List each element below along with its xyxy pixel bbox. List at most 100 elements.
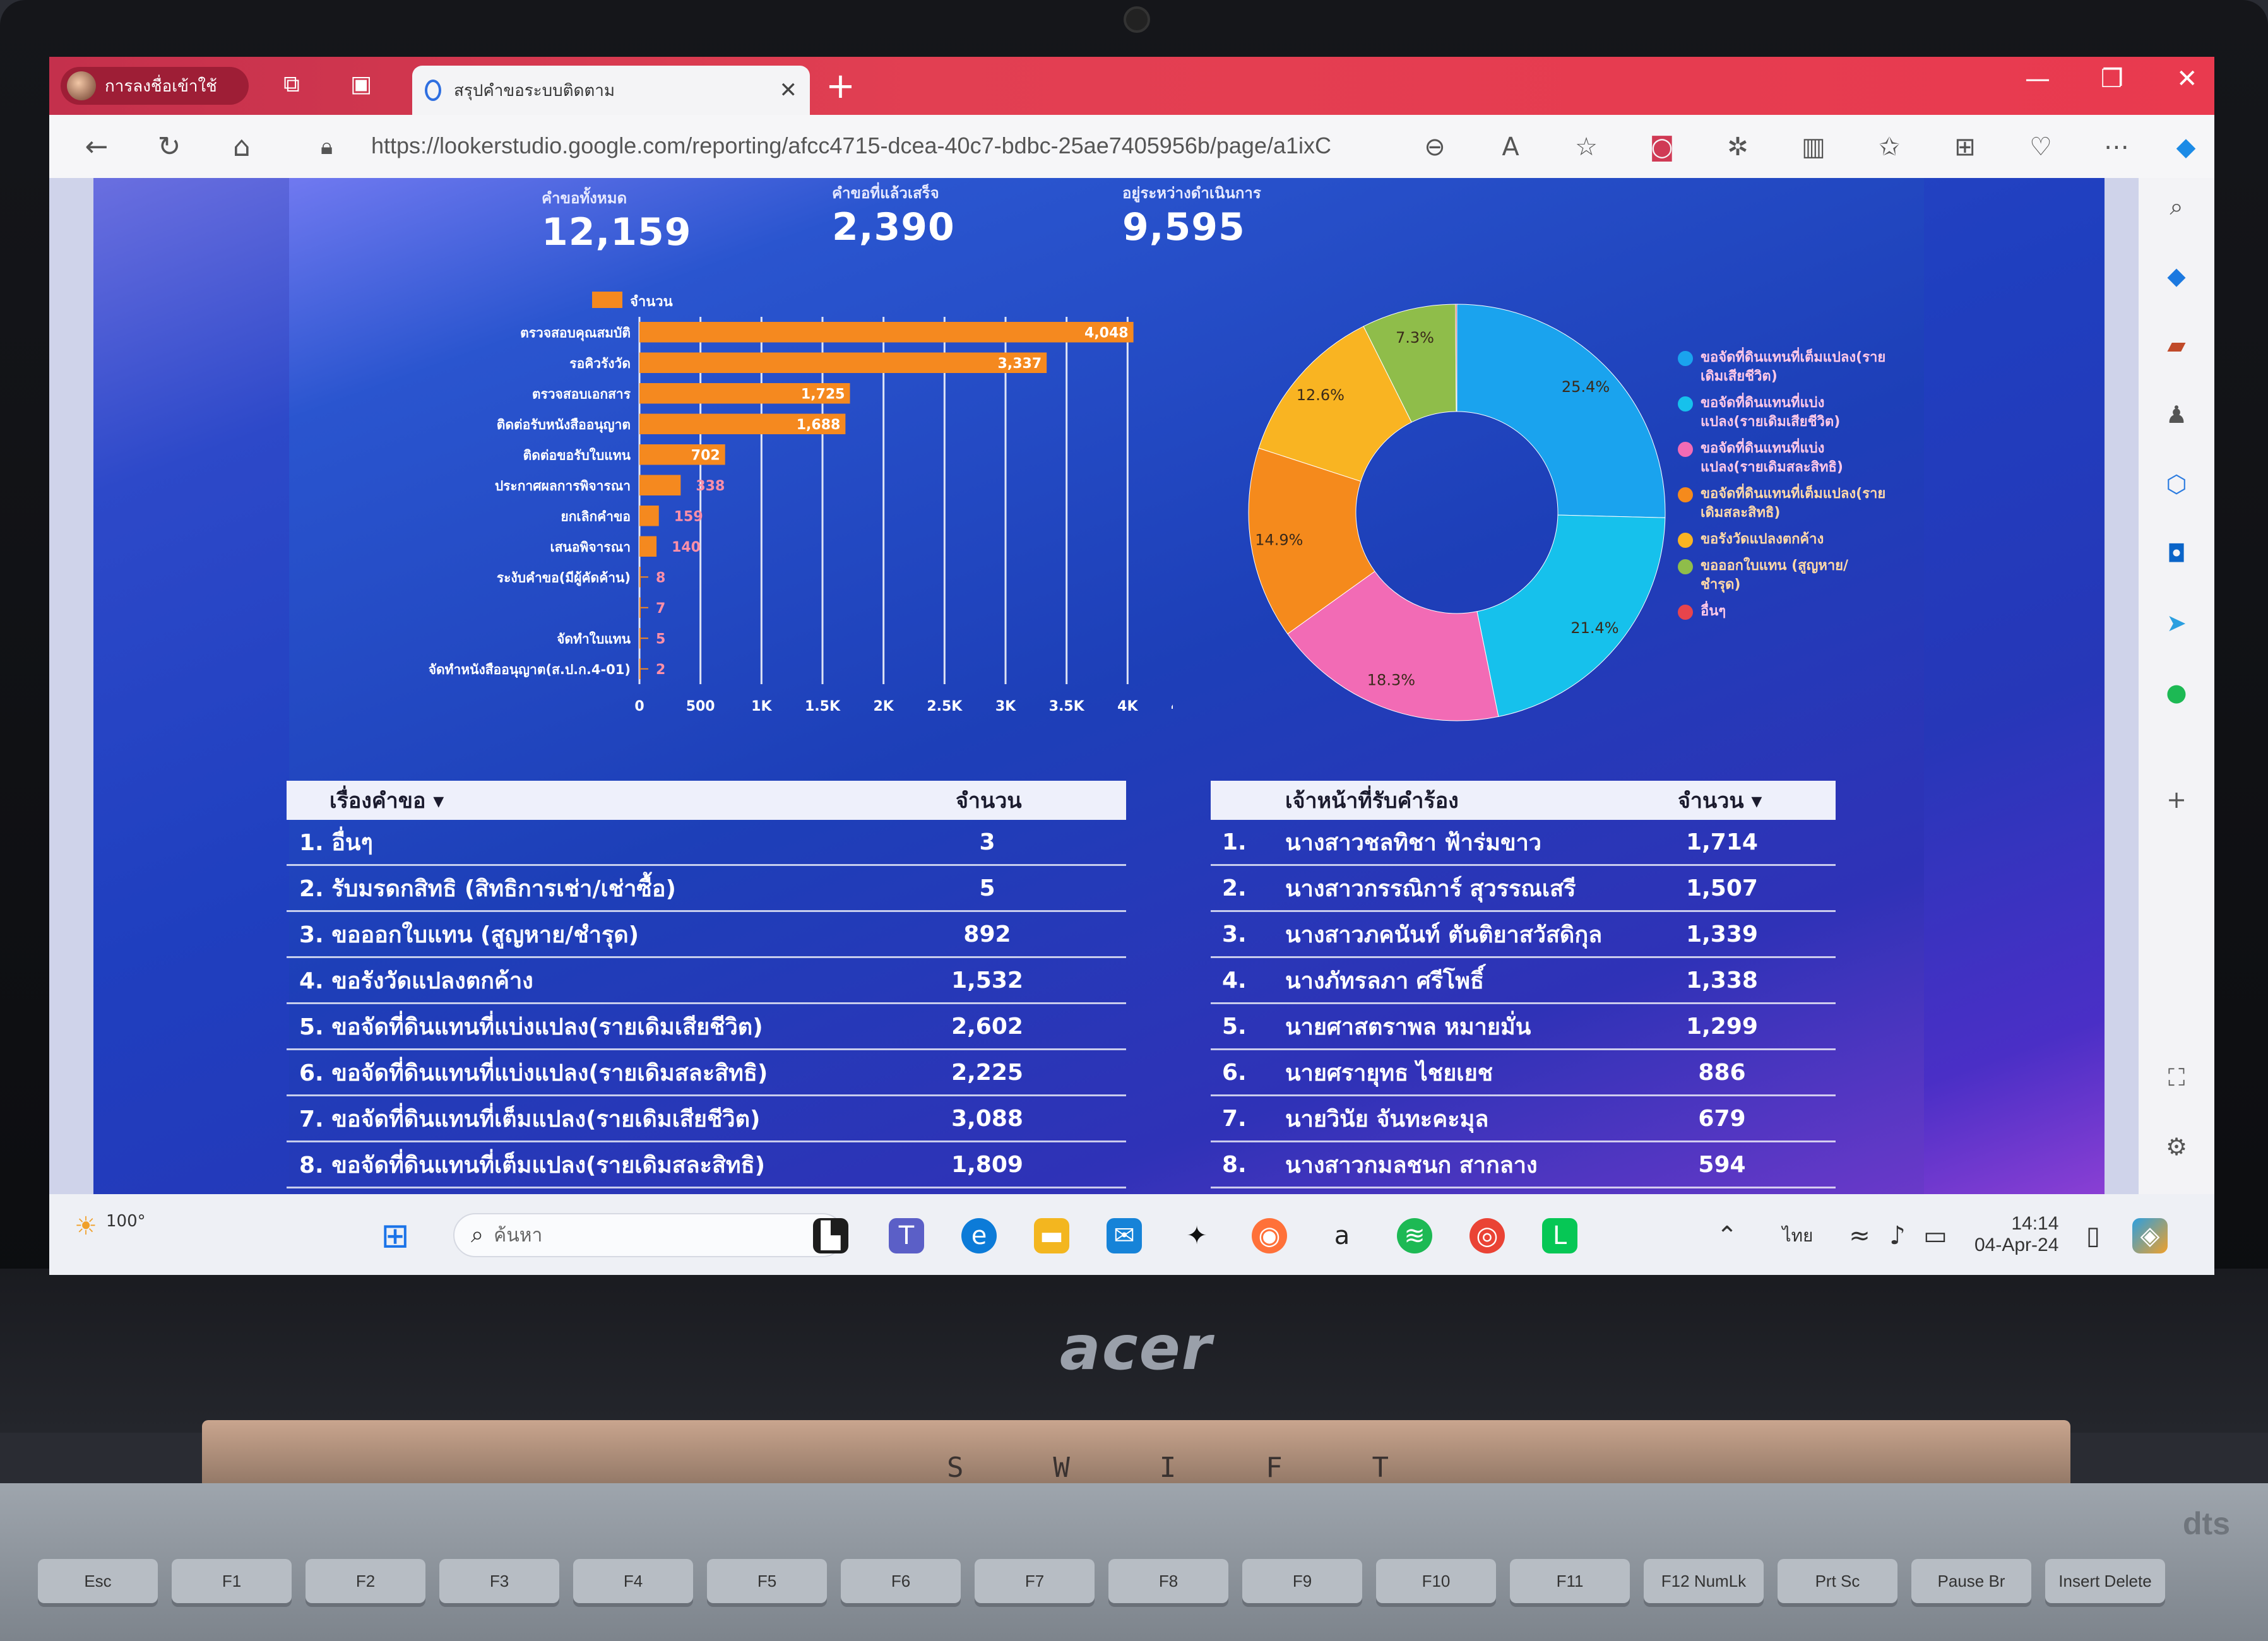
favorite-star-icon[interactable]: ☆ (1575, 133, 1598, 162)
legend-item[interactable]: ขอรังวัดแปลงตกค้าง (1678, 530, 1886, 549)
collections-icon[interactable]: ⊞ (1954, 133, 1976, 162)
more-menu-icon[interactable]: ⋯ (2104, 133, 2129, 162)
browser-sidebar: ⌕ ◆ ▰ ♟ ⬡ ◘ ➤ ● + ⛶ ⚙ (2139, 178, 2214, 1194)
url-field[interactable]: https://lookerstudio.google.com/reportin… (371, 133, 1332, 158)
search-icon[interactable]: ⌕ (2170, 193, 2183, 220)
language-indicator[interactable]: ไทย (1782, 1225, 1814, 1246)
home-icon[interactable]: ⌂ (233, 131, 251, 163)
keyboard-key: F11 (1510, 1559, 1630, 1603)
legend-item[interactable]: ขอจัดที่ดินแทนที่เต็มแปลง(รายเดิมเสียชีว… (1678, 348, 1886, 386)
table-row[interactable]: 2. รับมรดกสิทธิ (สิทธิการเช่า/เช่าซื้อ) 5 (287, 866, 1126, 912)
file-explorer-icon[interactable]: ▬ (1034, 1218, 1069, 1253)
keyboard-key: F5 (707, 1559, 827, 1603)
table-row[interactable]: 8. นางสาวกมลชนก สากลาง 594 (1211, 1142, 1836, 1188)
add-sidebar-app-icon[interactable]: + (2166, 786, 2187, 814)
pie-legend: ขอจัดที่ดินแทนที่เต็มแปลง(รายเดิมเสียชีว… (1678, 348, 1886, 629)
zoom-icon[interactable]: ⊖ (1424, 133, 1446, 162)
weather-widget[interactable]: ☀ 100° (74, 1212, 146, 1241)
table-row[interactable]: 3. ขอออกใบแทน (สูญหาย/ชำรุด) 892 (287, 912, 1126, 958)
mail-icon[interactable]: ✉ (1107, 1218, 1142, 1253)
battery-icon[interactable]: ▭ (1923, 1221, 1947, 1250)
count-cell: 594 (1698, 1151, 1746, 1178)
split-screen-icon[interactable]: ▥ (1802, 133, 1826, 162)
amazon-icon[interactable]: a (1334, 1221, 1350, 1250)
extension-icon[interactable]: ◙ (1649, 133, 1675, 162)
row-index-cell: 8. (1222, 1151, 1247, 1178)
tab-active[interactable]: สรุปคำขอระบบติดตาม ✕ (412, 66, 810, 115)
legend-label: ขอจัดที่ดินแทนที่แบ่งแปลง(รายเดิมเสียชีว… (1701, 395, 1841, 430)
table-row[interactable]: 1. อื่นๆ 3 (287, 820, 1126, 866)
copilot-taskbar-icon[interactable]: ◈ (2132, 1218, 2168, 1253)
table-row[interactable]: 7. นายวินัย จันทะคะมุล 679 (1211, 1096, 1836, 1142)
sort-header-count[interactable]: จำนวน ▾ (1678, 788, 1762, 814)
table-row[interactable]: 1. นางสาวชลทิชา ฟ้าร่มขาว 1,714 (1211, 820, 1836, 866)
profile-button[interactable]: การลงชื่อเข้าใช้ (61, 67, 249, 105)
screenshot-icon[interactable]: ⛶ (2168, 1063, 2185, 1091)
outlook-icon[interactable]: ◘ (2166, 540, 2187, 567)
line-icon[interactable]: L (1542, 1218, 1577, 1253)
legend-item[interactable]: อื่นๆ (1678, 602, 1886, 621)
keyboard-key: F2 (306, 1559, 425, 1603)
staff-name-cell: นางสาวกมลชนก สากลาง (1285, 1152, 1538, 1178)
notifications-icon[interactable]: ▯ (2086, 1221, 2100, 1250)
restore-icon[interactable]: ❐ (2101, 64, 2123, 93)
minimize-icon[interactable]: — (2025, 64, 2050, 93)
sort-header-request-type[interactable]: เรื่องคำขอ ▾ (330, 788, 444, 814)
browser-essentials-icon[interactable]: ♡ (2029, 133, 2052, 162)
legend-item[interactable]: ขอออกใบแทน (สูญหาย/ชำรุด) (1678, 557, 1886, 595)
system-clock[interactable]: 14:14 04-Apr-24 (1974, 1213, 2058, 1256)
shopping-tag-icon[interactable]: ◆ (2167, 262, 2186, 290)
start-windows-icon[interactable]: ⊞ (381, 1216, 410, 1255)
chevron-up-icon[interactable]: ⌃ (1716, 1221, 1738, 1250)
table-row[interactable]: 6. ขอจัดที่ดินแทนที่แบ่งแปลง(รายเดิมสละส… (287, 1050, 1126, 1096)
extensions-puzzle-icon[interactable]: ✲ (1727, 133, 1748, 162)
back-icon[interactable]: ← (85, 131, 109, 163)
table-row[interactable]: 7. ขอจัดที่ดินแทนที่เต็มแปลง(รายเดิมเสีย… (287, 1096, 1126, 1142)
teams-icon[interactable]: T (889, 1218, 924, 1253)
pie-slice (1456, 304, 1666, 518)
refresh-icon[interactable]: ↻ (157, 131, 181, 163)
games-icon[interactable]: ♟ (2165, 401, 2188, 429)
header-count[interactable]: จำนวน (956, 788, 1022, 814)
workspaces-icon[interactable]: ⧉ (283, 71, 300, 97)
legend-item[interactable]: ขอจัดที่ดินแทนที่เต็มแปลง(รายเดิมสละสิทธ… (1678, 485, 1886, 523)
taskbar-search[interactable]: ⌕ ค้นหา (453, 1213, 845, 1257)
chrome-icon[interactable]: ◎ (1469, 1218, 1505, 1253)
category-label: จัดทำหนังสืออนุญาต(ส.ป.ก.4-01) (429, 662, 631, 678)
volume-icon[interactable]: ♪ (1889, 1221, 1906, 1250)
pie-slice-label: 21.4% (1570, 619, 1618, 637)
table-row[interactable]: 5. นายศาสตราพล หมายมั่น 1,299 (1211, 1004, 1836, 1050)
dropbox-icon[interactable]: ✦ (1186, 1221, 1208, 1250)
close-window-icon[interactable]: ✕ (2176, 64, 2198, 93)
new-tab-button[interactable]: + (826, 66, 855, 107)
close-tab-icon[interactable]: ✕ (779, 78, 798, 103)
wifi-icon[interactable]: ≈ (1849, 1221, 1870, 1250)
table-row[interactable]: 3. นางสาวภคนันท์ ตันติยาสวัสดิกุล 1,339 (1211, 912, 1836, 958)
spotify-icon[interactable]: ≋ (1397, 1218, 1432, 1253)
lock-icon[interactable]: 🔒︎ (321, 134, 333, 160)
read-aloud-icon[interactable]: A (1502, 133, 1519, 162)
edge-icon[interactable]: e (961, 1218, 997, 1253)
table-row[interactable]: 2. นางสาวกรรณิการ์ สุวรรณเสรี 1,507 (1211, 866, 1836, 912)
task-view-icon[interactable]: ▙ (813, 1218, 848, 1253)
tab-actions-icon[interactable]: ▣ (350, 71, 372, 97)
request-type-cell: 3. ขอออกใบแทน (สูญหาย/ชำรุด) (299, 921, 639, 948)
copilot-icon[interactable]: ◆ (2176, 133, 2196, 162)
firefox-icon[interactable]: ◉ (1252, 1218, 1287, 1253)
settings-gear-icon[interactable]: ⚙ (2165, 1133, 2188, 1161)
function-key-row: Esc F1 F2 F3 F4 F5 F6 F7 F8 F9 F10 F11 F12 NumLk Prt … (38, 1559, 2165, 1603)
legend-item[interactable]: ขอจัดที่ดินแทนที่แบ่งแปลง(รายเดิมสละสิทธ… (1678, 439, 1886, 477)
microsoft-365-icon[interactable]: ⬡ (2166, 470, 2187, 498)
tools-briefcase-icon[interactable]: ▰ (2167, 331, 2186, 359)
model-letter: T (1372, 1452, 1389, 1484)
legend-item[interactable]: ขอจัดที่ดินแทนที่แบ่งแปลง(รายเดิมเสียชีว… (1678, 394, 1886, 432)
table-row[interactable]: 8. ขอจัดที่ดินแทนที่เต็มแปลง(รายเดิมสละส… (287, 1142, 1126, 1188)
header-staff[interactable]: เจ้าหน้าที่รับคำร้อง (1285, 788, 1459, 814)
spotify-icon[interactable]: ● (2166, 678, 2187, 706)
table-row[interactable]: 4. นางภัทรลภา ศรีโพธิ์ 1,338 (1211, 958, 1836, 1004)
telegram-icon[interactable]: ➤ (2166, 609, 2187, 637)
favorites-icon[interactable]: ✩ (1879, 133, 1900, 162)
table-row[interactable]: 5. ขอจัดที่ดินแทนที่แบ่งแปลง(รายเดิมเสีย… (287, 1004, 1126, 1050)
table-row[interactable]: 4. ขอรังวัดแปลงตกค้าง 1,532 (287, 958, 1126, 1004)
table-row[interactable]: 6. นายศรายุทธ ไชยเยช 886 (1211, 1050, 1836, 1096)
